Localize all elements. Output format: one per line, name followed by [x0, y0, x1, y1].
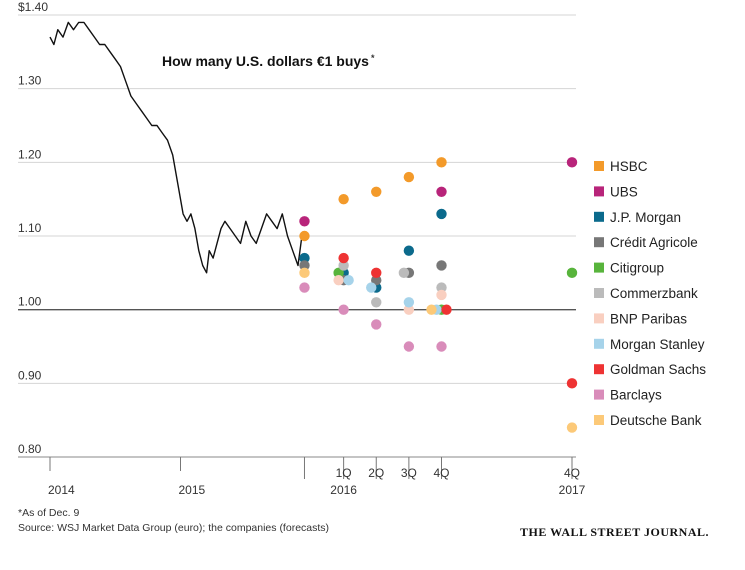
y-tick-label: 0.80 — [18, 442, 42, 456]
forecast-point-commerzbank — [398, 267, 410, 279]
grid-lines — [18, 14, 576, 458]
forecast-point-deutsche-bank — [426, 304, 437, 315]
forecast-point-cr-dit-agricole — [299, 260, 310, 271]
y-tick-label: 1.20 — [18, 147, 42, 161]
x-tick-label: 1Q — [336, 466, 352, 480]
legend-label: Goldman Sachs — [610, 362, 706, 377]
legend-swatch — [594, 211, 604, 222]
source-note: Source: WSJ Market Data Group (euro); th… — [18, 522, 330, 534]
forecast-point-morgan-stanley — [403, 297, 415, 308]
legend-label: Commerzbank — [610, 286, 698, 301]
forecast-point-hsbc — [299, 230, 310, 242]
x-axis-ticks: 2014 2015 1Q 2Q 3Q 4Q 4Q 2016 2017 — [48, 457, 586, 497]
legend-swatch — [594, 415, 604, 425]
y-tick-label: 0.90 — [18, 368, 42, 382]
legend-label: Crédit Agricole — [610, 235, 698, 250]
forecast-point-morgan-stanley — [343, 275, 354, 286]
legend-label: UBS — [610, 184, 638, 199]
forecast-point-bnp-paribas — [436, 289, 447, 301]
forecast-2017-point-citigroup — [566, 267, 578, 279]
legend-swatch — [594, 288, 604, 298]
y-axis-ticks: $1.40 1.30 1.20 1.10 1.00 0.90 0.80 — [18, 0, 48, 456]
forecast-point-morgan-stanley — [366, 282, 377, 293]
history-line — [49, 21, 303, 274]
forecast-2017-point-deutsche-bank — [566, 422, 578, 433]
forecast-point-goldman-sachs — [338, 252, 349, 264]
x-group-label: 2017 — [559, 483, 586, 497]
x-tick-label: 4Q — [564, 466, 580, 480]
forecast-point-barclays — [338, 304, 349, 315]
forecast-point-ubs — [436, 186, 447, 197]
forecast-point-bnp-paribas — [403, 304, 415, 315]
x-tick-label: 4Q — [433, 466, 449, 480]
y-tick-label: $1.40 — [18, 0, 48, 14]
y-tick-label: 1.30 — [18, 74, 42, 88]
forecast-point-hsbc — [338, 193, 349, 205]
forecast-point-cr-dit-agricole — [371, 275, 382, 286]
forecast-point-deutsche-bank — [299, 267, 310, 279]
forecast-point-commerzbank — [436, 282, 447, 293]
forecast-point-barclays — [403, 341, 415, 352]
legend-label: Morgan Stanley — [610, 337, 705, 352]
forecast-point-ubs — [299, 216, 310, 227]
forecast-point-j-p-morgan — [436, 208, 447, 220]
forecast-point-goldman-sachs — [441, 304, 452, 315]
chart-title: How many U.S. dollars €1 buys * — [162, 53, 375, 69]
forecast-point-hsbc — [371, 186, 382, 197]
forecast-point-bnp-paribas — [333, 275, 344, 286]
forecast-point-citigroup — [333, 267, 344, 279]
legend-swatch — [594, 262, 604, 273]
x-tick-label: 3Q — [401, 466, 417, 480]
forecast-point-commerzbank — [338, 260, 349, 271]
x-group-label: 2016 — [330, 483, 357, 497]
forecast-point-hsbc — [436, 157, 447, 168]
legend-swatch — [594, 237, 604, 248]
legend-swatch — [594, 364, 604, 375]
forecast-point-goldman-sachs — [371, 267, 382, 279]
legend-swatch — [594, 161, 604, 171]
publisher-logo: THE WALL STREET JOURNAL. — [520, 525, 709, 539]
legend-label: J.P. Morgan — [610, 210, 681, 225]
forecast-points — [299, 157, 578, 433]
forecast-point-barclays — [436, 341, 447, 352]
y-tick-label: 1.00 — [18, 295, 42, 309]
legend-label: BNP Paribas — [610, 311, 687, 326]
title-footnote-marker: * — [371, 53, 375, 63]
forecast-2017-point-ubs — [566, 157, 578, 168]
legend-label: Barclays — [610, 388, 662, 403]
forecast-point-commerzbank — [371, 297, 382, 308]
x-tick-label: 2015 — [179, 483, 206, 497]
legend-swatch — [594, 313, 604, 324]
x-tick-label: 2014 — [48, 483, 75, 497]
legend-label: HSBC — [610, 159, 648, 174]
legend-swatch — [594, 389, 604, 400]
forecast-point-cr-dit-agricole — [436, 260, 447, 271]
forecast-2017-point-goldman-sachs — [566, 378, 578, 389]
forecast-point-barclays — [299, 282, 310, 293]
legend-label: Deutsche Bank — [610, 413, 702, 428]
legend-label: Citigroup — [610, 261, 664, 276]
history-series — [49, 21, 303, 274]
forecast-point-barclays — [371, 319, 382, 330]
x-tick-label: 2Q — [368, 466, 384, 480]
footnote: *As of Dec. 9 — [18, 507, 80, 519]
forecast-point-j-p-morgan — [299, 252, 310, 264]
legend-swatch — [594, 186, 604, 197]
y-tick-label: 1.10 — [18, 221, 42, 235]
legend: HSBC UBS J.P. Morgan Crédit Agricole Citigro… — [594, 159, 706, 428]
forecast-point-hsbc — [403, 171, 415, 183]
forecast-point-j-p-morgan — [403, 245, 415, 256]
legend-swatch — [594, 338, 604, 349]
